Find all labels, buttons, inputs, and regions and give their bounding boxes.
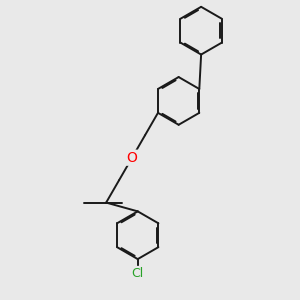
Text: O: O [127,151,137,165]
Text: Cl: Cl [132,267,144,280]
